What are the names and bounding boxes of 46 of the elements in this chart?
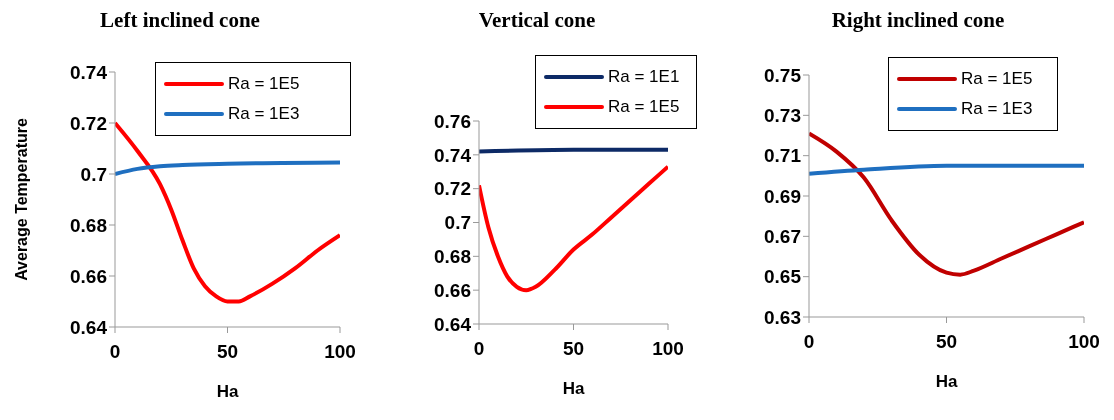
y-axis-title: Average Temperature: [12, 118, 30, 281]
y-tick-label: 0.64: [70, 316, 108, 338]
x-tick-label: 0: [803, 331, 815, 353]
y-tick-label: 0.7: [80, 163, 107, 185]
line-series: [115, 160, 340, 176]
legend-label: Ra = 1E1: [608, 67, 680, 87]
y-tick-label: 0.72: [434, 178, 471, 200]
x-tick-label: 0: [473, 338, 485, 360]
x-tick-label: 50: [935, 331, 958, 353]
chart-title: Left inclined cone: [99, 8, 261, 33]
x-tick-label: 100: [324, 341, 356, 363]
line-series: [115, 121, 340, 304]
line-series: [809, 131, 1084, 277]
line-series: [479, 164, 668, 293]
y-tick-label: 0.7: [444, 212, 471, 234]
x-tick-label: 50: [562, 338, 585, 360]
y-tick-label: 0.64: [434, 313, 472, 335]
legend-label: Ra = 1E5: [228, 74, 300, 94]
y-tick-label: 0.66: [70, 265, 107, 287]
y-tick-label: 0.71: [764, 145, 802, 167]
x-axis-title: Ha: [935, 372, 958, 391]
x-axis-title: Ha: [216, 382, 239, 401]
y-tick-label: 0.69: [764, 185, 801, 207]
y-tick-label: 0.75: [764, 64, 802, 86]
y-tick-label: 0.68: [70, 214, 107, 236]
y-tick-label: 0.67: [764, 226, 801, 248]
x-tick-label: 100: [652, 338, 684, 360]
chart-title: Vertical cone: [477, 8, 597, 33]
y-tick-label: 0.74: [70, 61, 108, 83]
y-tick-label: 0.74: [434, 144, 472, 166]
y-tick-label: 0.76: [434, 110, 471, 132]
y-tick-label: 0.73: [764, 105, 801, 127]
legend-label: Ra = 1E3: [961, 99, 1033, 119]
legend-label: Ra = 1E5: [961, 69, 1033, 89]
x-axis-title: Ha: [562, 379, 585, 398]
legend-label: Ra = 1E5: [608, 97, 680, 117]
y-tick-label: 0.66: [434, 279, 471, 301]
x-tick-label: 50: [216, 341, 239, 363]
y-tick-label: 0.72: [70, 112, 107, 134]
legend-label: Ra = 1E3: [228, 104, 300, 124]
x-tick-label: 100: [1068, 331, 1100, 353]
y-tick-label: 0.65: [764, 266, 802, 288]
x-tick-label: 0: [109, 341, 121, 363]
y-tick-label: 0.63: [764, 306, 801, 328]
y-tick-label: 0.68: [434, 246, 471, 268]
chart-title: Right inclined cone: [830, 8, 1006, 33]
